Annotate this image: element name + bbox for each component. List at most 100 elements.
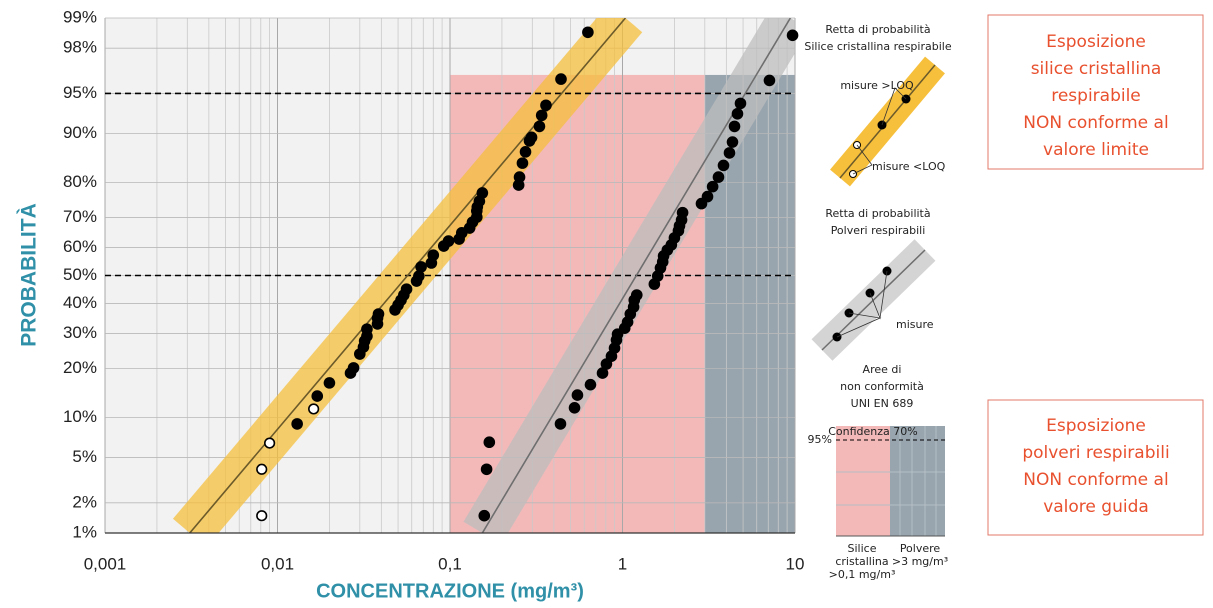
data-point	[582, 26, 594, 39]
note-box	[987, 399, 1204, 536]
y-tick-label: 90%	[63, 123, 97, 142]
note-text: polveri respirabili	[1022, 443, 1169, 463]
fit-line	[839, 64, 936, 179]
y-tick-label: 50%	[63, 265, 97, 284]
data-point	[519, 146, 532, 158]
y-tick-label: 40%	[63, 293, 97, 312]
pointer	[881, 87, 907, 126]
data-point	[427, 249, 440, 261]
note-text: respirabile	[1051, 86, 1141, 106]
area-label: >0,1 mg/m³	[829, 568, 896, 581]
y-tick-label: 80%	[63, 172, 97, 191]
data-point	[476, 187, 489, 199]
note-text: valore limite	[1043, 140, 1149, 160]
data-point	[786, 29, 799, 42]
data-point	[676, 206, 689, 219]
data-point	[478, 509, 491, 522]
note-text: NON conforme al	[1023, 113, 1168, 133]
y-tick-label: 20%	[63, 358, 97, 377]
confidence-label: Confidenza 70%	[828, 425, 918, 438]
level-label: 95%	[808, 433, 832, 446]
data-point	[712, 171, 725, 183]
data-point	[483, 436, 496, 449]
series-name: misure	[896, 318, 934, 331]
x-tick-label: 0,001	[84, 554, 127, 573]
note-text: NON conforme al	[1023, 470, 1168, 490]
data-point	[311, 390, 324, 402]
area	[836, 426, 890, 536]
legend-title: non conformità	[840, 380, 924, 393]
data-point	[256, 510, 268, 522]
data-point	[571, 389, 584, 401]
pointer	[836, 312, 882, 338]
data-point	[723, 147, 736, 159]
y-tick-label: 98%	[63, 38, 97, 57]
x-tick-label: 0,1	[438, 554, 462, 573]
y-axis-title: PROBABILITÀ	[18, 203, 41, 347]
area-label: >3 mg/m³	[892, 555, 948, 568]
data-point	[415, 261, 427, 273]
area-label: Silice	[848, 542, 877, 555]
data-point	[361, 323, 373, 335]
area-label: Polvere	[900, 542, 941, 555]
pointer	[852, 144, 873, 175]
legend-title: Polveri respirabili	[831, 224, 926, 237]
legend-title: Retta di probabilità	[825, 207, 930, 220]
y-tick-label: 10%	[63, 407, 97, 426]
data-point	[568, 401, 581, 414]
note-text: Esposizione	[1046, 32, 1146, 52]
data-point	[584, 378, 597, 391]
y-tick-label: 1%	[72, 522, 97, 541]
data-point	[731, 107, 744, 120]
x-tick-label: 10	[786, 554, 805, 573]
data-point	[372, 308, 385, 320]
data-point	[763, 74, 776, 87]
data-point	[734, 97, 747, 110]
data-point	[630, 289, 643, 301]
y-tick-label: 30%	[63, 323, 97, 342]
data-point	[323, 377, 336, 389]
data-point	[554, 418, 567, 430]
area	[890, 426, 945, 536]
data-point	[400, 283, 413, 295]
legend-areas: Confidenza 70% 95%	[808, 425, 945, 537]
data-point	[291, 418, 303, 430]
x-tick-label: 0,01	[261, 554, 294, 573]
data-point	[442, 235, 455, 247]
legend-dust-diagram	[811, 239, 936, 361]
data-point	[535, 109, 548, 122]
y-tick-label: 70%	[63, 207, 97, 226]
data-point	[525, 131, 538, 144]
note-text: Esposizione	[1046, 416, 1146, 436]
data-point	[533, 120, 546, 133]
data-point	[516, 157, 529, 169]
data-point	[308, 403, 320, 415]
data-point	[413, 270, 425, 282]
x-axis-title: CONCENTRAZIONE (mg/m³)	[316, 580, 584, 602]
data-point	[256, 463, 268, 475]
note-box	[987, 14, 1204, 170]
y-tick-label: 5%	[72, 447, 97, 466]
y-tick-label: 2%	[72, 492, 97, 511]
series-name: misure >LOQ	[840, 79, 914, 92]
legend-silica-diagram	[830, 56, 945, 187]
fit-line	[189, 18, 627, 533]
data-point	[596, 367, 609, 379]
legend-title: Retta di probabilità	[825, 23, 930, 36]
data-point	[717, 159, 730, 172]
y-tick-label: 95%	[63, 83, 97, 102]
data-point	[540, 99, 552, 112]
data-point	[513, 171, 526, 183]
y-tick-label: 99%	[63, 7, 97, 26]
data-point	[347, 362, 360, 374]
data-point	[264, 437, 276, 449]
legend-title: Aree di	[863, 363, 902, 376]
data-point	[728, 120, 741, 133]
series-name: misure <LOQ	[872, 160, 946, 173]
data-point	[701, 190, 714, 203]
area-label: cristallina	[835, 555, 888, 568]
x-tick-label: 1	[618, 554, 627, 573]
note-text: valore guida	[1043, 497, 1149, 517]
legend-title: UNI EN 689	[851, 397, 914, 410]
legend-title: Silice cristallina respirabile	[804, 40, 951, 53]
